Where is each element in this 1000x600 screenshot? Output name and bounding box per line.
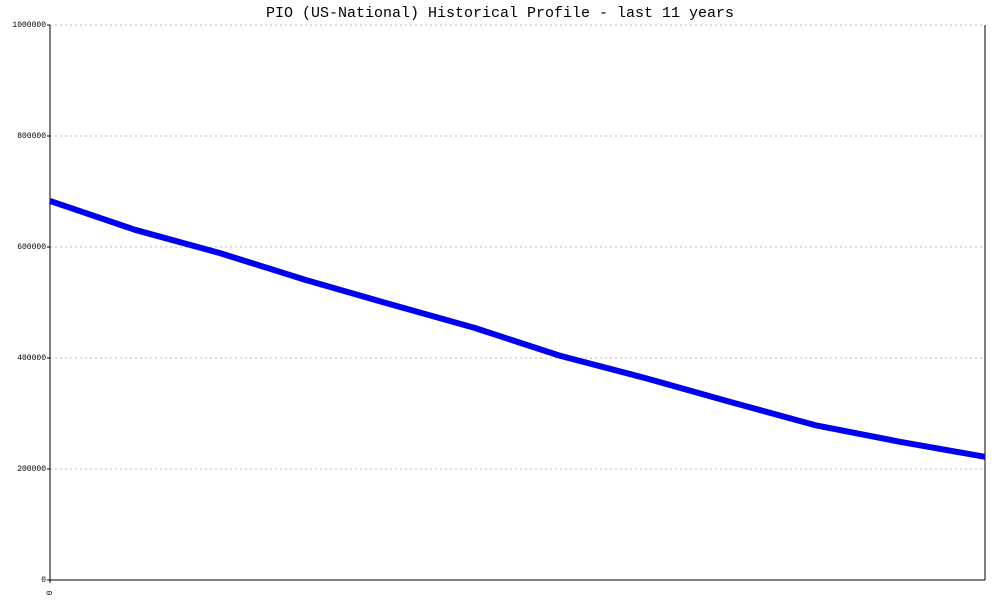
x-tick-label: 0 [46, 590, 55, 595]
y-tick-label: 1000000 [12, 21, 46, 30]
data-line [49, 198, 986, 460]
y-tick-label: 400000 [17, 354, 46, 363]
y-tick-label: 0 [41, 576, 46, 585]
y-tick-label: 600000 [17, 243, 46, 252]
y-tick-label: 200000 [17, 465, 46, 474]
y-tick-label: 800000 [17, 132, 46, 141]
chart-title: PIO (US-National) Historical Profile - l… [266, 5, 734, 22]
